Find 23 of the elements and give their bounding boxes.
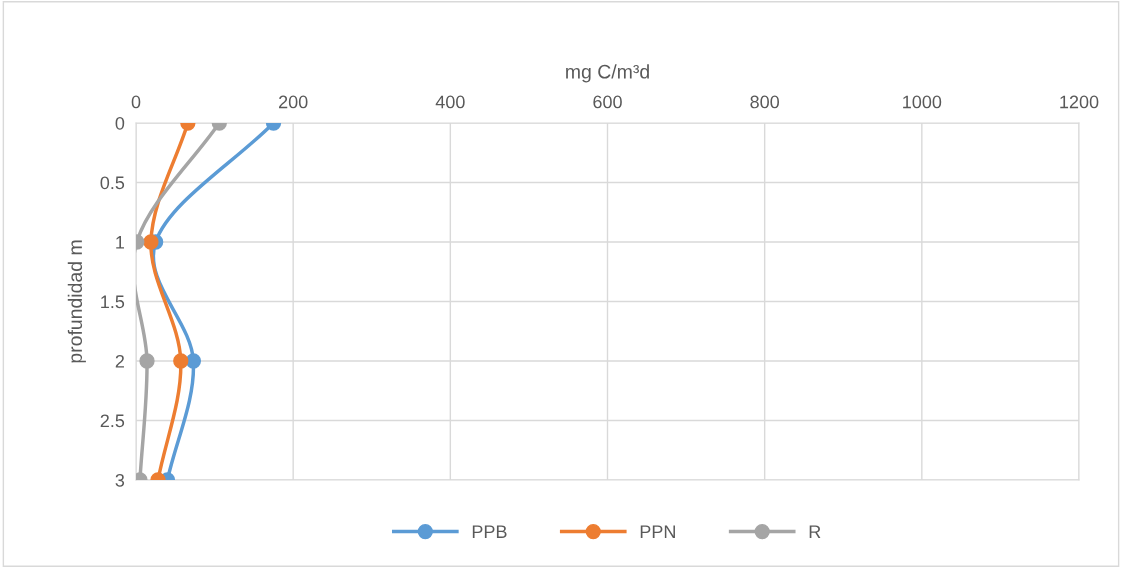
y-tick-label: 0.5 bbox=[100, 176, 125, 190]
x-tick-label: 1000 bbox=[903, 95, 942, 109]
point bbox=[185, 353, 202, 369]
x-tick-label: 1200 bbox=[1060, 95, 1099, 109]
x-tick-label: 0 bbox=[131, 95, 141, 109]
x-tick-label: 800 bbox=[750, 95, 780, 109]
y-tick-label: 3 bbox=[115, 473, 125, 487]
x-tick-label: 600 bbox=[593, 95, 622, 109]
y-tick-label: 1.5 bbox=[101, 295, 125, 309]
y-tick-label: 2.5 bbox=[100, 414, 125, 428]
point bbox=[173, 353, 189, 369]
point bbox=[143, 234, 159, 250]
point bbox=[139, 353, 155, 369]
legend-label: PPB bbox=[472, 525, 507, 538]
y-tick-label: 1 bbox=[116, 236, 125, 249]
x-axis-title: mg C/m³d bbox=[566, 64, 649, 83]
x-tick-label: 400 bbox=[435, 95, 465, 109]
x-tick-label: 200 bbox=[279, 95, 308, 109]
legend-label: R bbox=[809, 525, 821, 538]
y-tick-label: 0 bbox=[115, 116, 125, 130]
legend-label: PPN bbox=[640, 525, 675, 538]
y-axis-title: profundidad m bbox=[67, 240, 86, 363]
y-tick-label: 2 bbox=[115, 354, 124, 368]
